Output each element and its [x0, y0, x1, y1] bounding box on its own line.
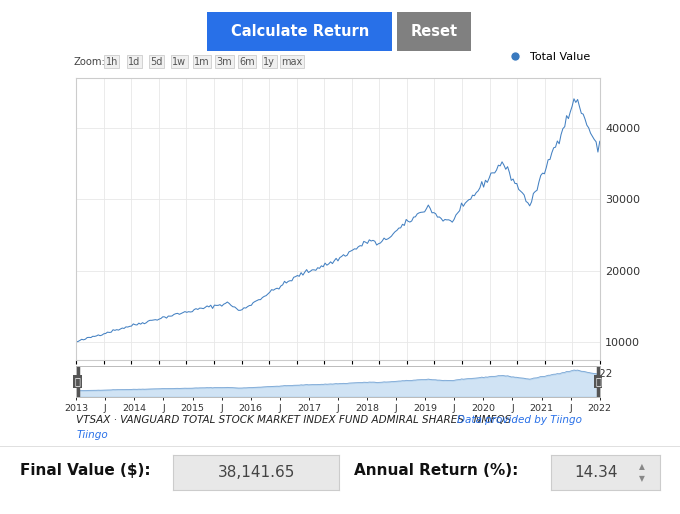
- Text: ▼: ▼: [639, 474, 645, 483]
- Legend: Total Value: Total Value: [500, 47, 594, 66]
- Text: Calculate Return: Calculate Return: [231, 24, 369, 40]
- Text: ⦀: ⦀: [75, 376, 81, 387]
- Text: 1y: 1y: [263, 57, 275, 67]
- Text: ▲: ▲: [639, 462, 645, 471]
- Text: Annual Return (%):: Annual Return (%):: [354, 463, 518, 478]
- Text: Reset: Reset: [410, 24, 458, 40]
- Text: 1d: 1d: [128, 57, 140, 67]
- Text: 5d: 5d: [150, 57, 163, 67]
- Text: 1w: 1w: [172, 57, 186, 67]
- Text: ⦀: ⦀: [595, 376, 601, 387]
- Text: Final Value ($):: Final Value ($):: [20, 463, 151, 478]
- Text: Tiingo: Tiingo: [76, 430, 108, 440]
- Text: 38,141.65: 38,141.65: [218, 465, 294, 480]
- Text: max: max: [282, 57, 303, 67]
- Text: Zoom:: Zoom:: [73, 57, 105, 67]
- Text: 3m: 3m: [216, 57, 232, 67]
- Text: 6m: 6m: [239, 57, 255, 67]
- Text: 1h: 1h: [105, 57, 118, 67]
- Text: 1m: 1m: [194, 57, 209, 67]
- Text: Data provided by Tiingo: Data provided by Tiingo: [457, 415, 582, 425]
- Text: VTSAX · VANGUARD TOTAL STOCK MARKET INDEX FUND ADMIRAL SHARES · NMFQS ·: VTSAX · VANGUARD TOTAL STOCK MARKET INDE…: [76, 415, 521, 425]
- Text: 14.34: 14.34: [575, 465, 618, 480]
